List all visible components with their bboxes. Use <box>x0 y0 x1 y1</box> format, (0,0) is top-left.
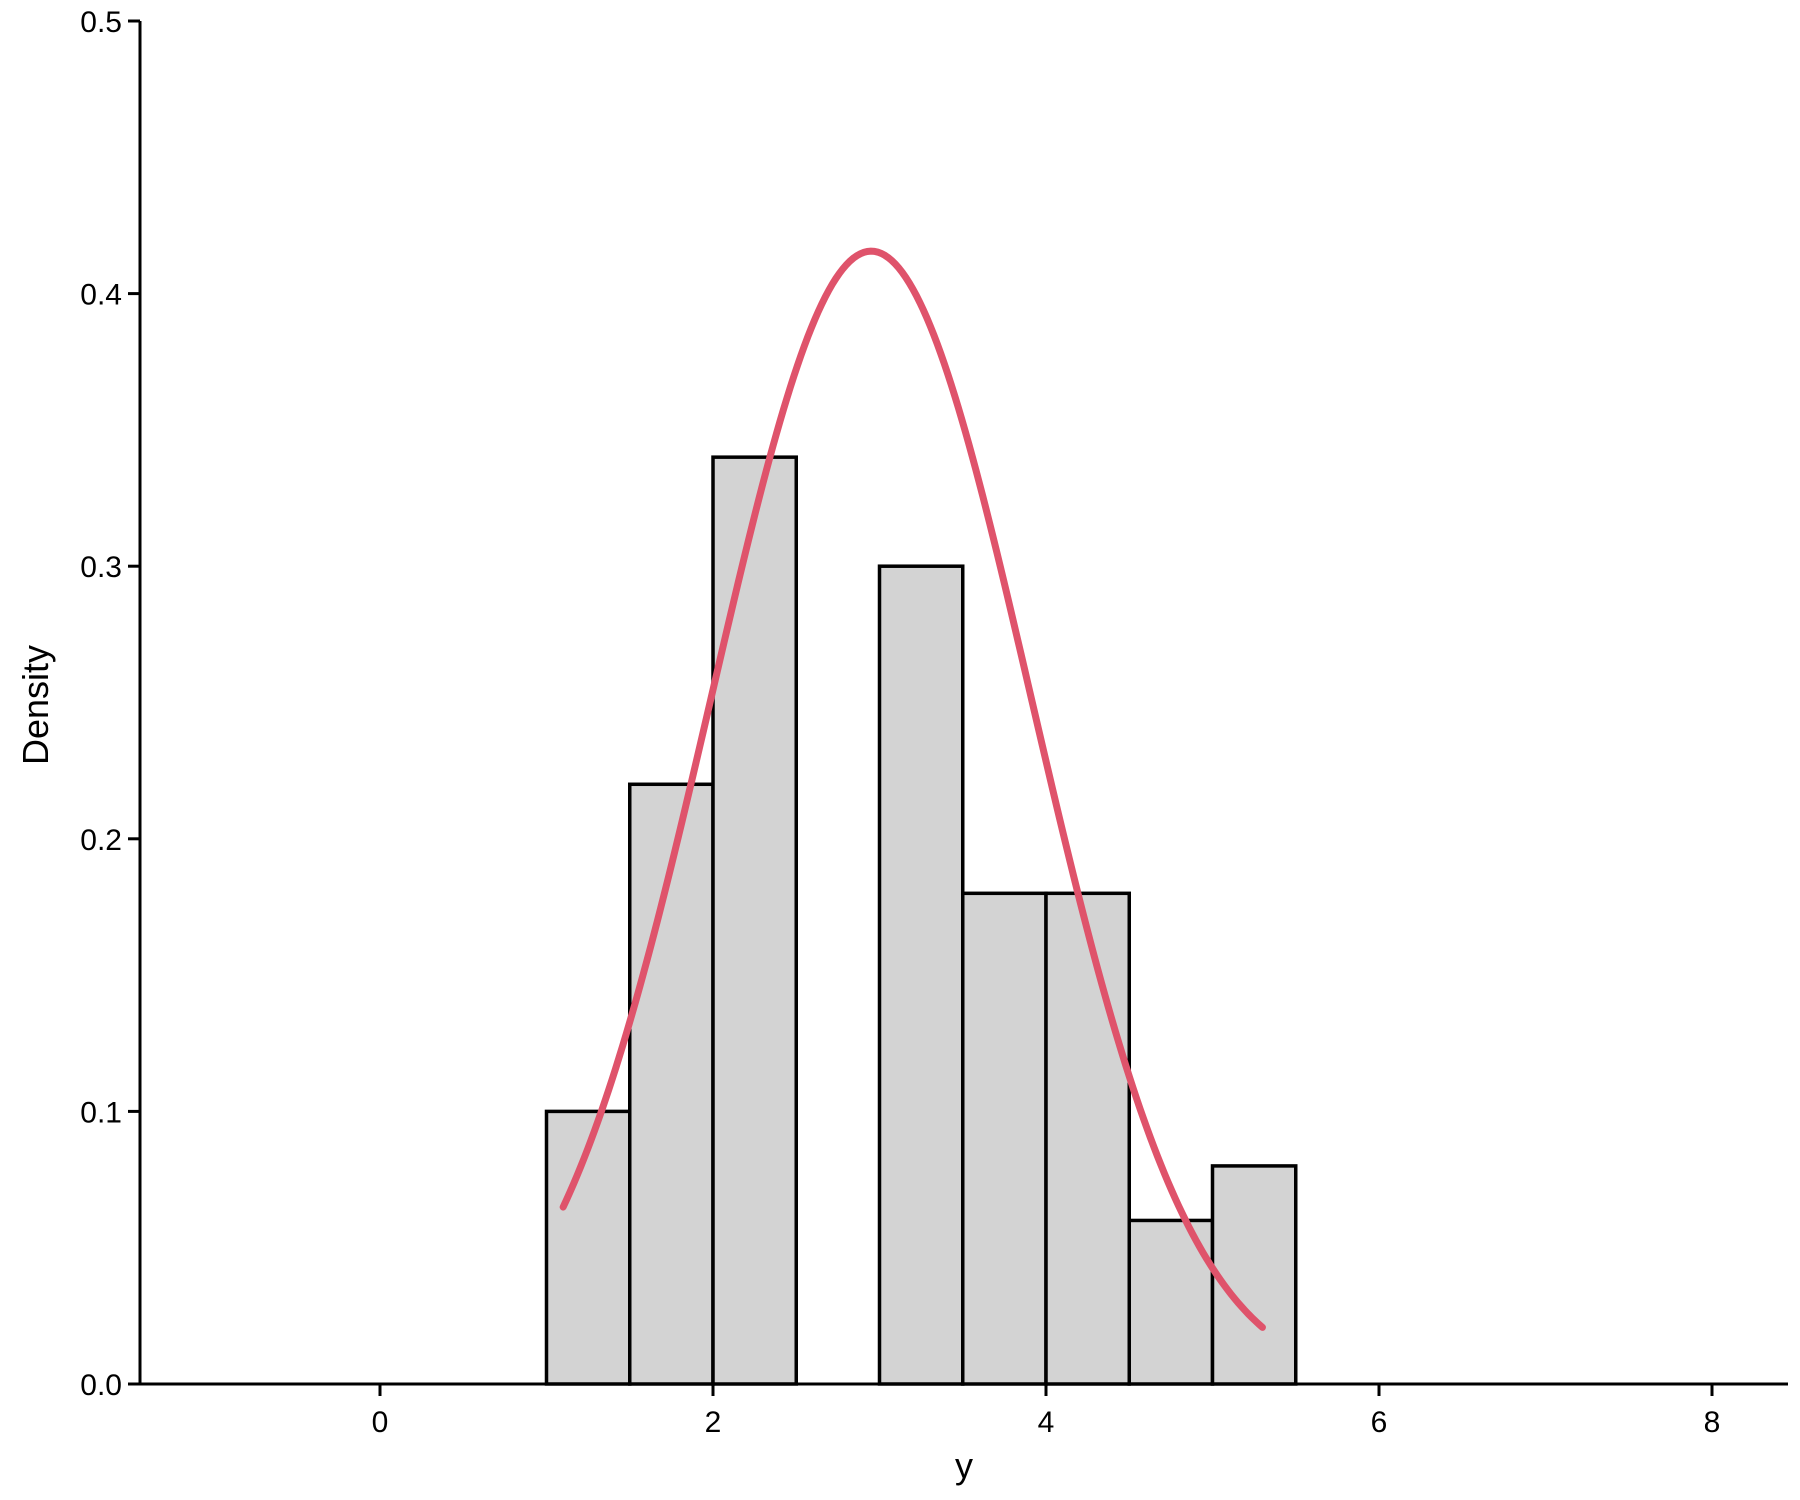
histogram-bar <box>961 891 1048 1386</box>
y-axis-title: Density <box>15 645 56 765</box>
y-tick-label: 0.0 <box>80 1369 122 1402</box>
histogram-bar <box>877 564 965 1386</box>
x-tick-label: 8 <box>1704 1406 1721 1439</box>
y-tick-label: 0.2 <box>80 824 122 857</box>
histogram-bar <box>628 782 715 1386</box>
y-axis-ticks: 0.0 0.1 0.2 0.3 0.4 0.5 <box>80 6 140 1402</box>
histogram-bar <box>711 455 798 1386</box>
x-tick-label: 4 <box>1038 1406 1055 1439</box>
x-tick-label: 6 <box>1371 1406 1388 1439</box>
histogram-bars <box>544 455 1298 1386</box>
y-tick-label: 0.5 <box>80 6 122 39</box>
y-tick-label: 0.1 <box>80 1096 122 1129</box>
x-tick-label: 2 <box>705 1406 722 1439</box>
x-axis-title: y <box>955 1445 973 1486</box>
histogram-bar <box>1044 891 1131 1386</box>
y-tick-label: 0.3 <box>80 551 122 584</box>
density-curve <box>559 247 1266 1331</box>
x-axis-ticks: 0 2 4 6 8 <box>372 1384 1721 1439</box>
x-tick-label: 0 <box>372 1406 389 1439</box>
y-tick-label: 0.4 <box>80 279 122 312</box>
histogram-bar <box>1210 1164 1298 1386</box>
